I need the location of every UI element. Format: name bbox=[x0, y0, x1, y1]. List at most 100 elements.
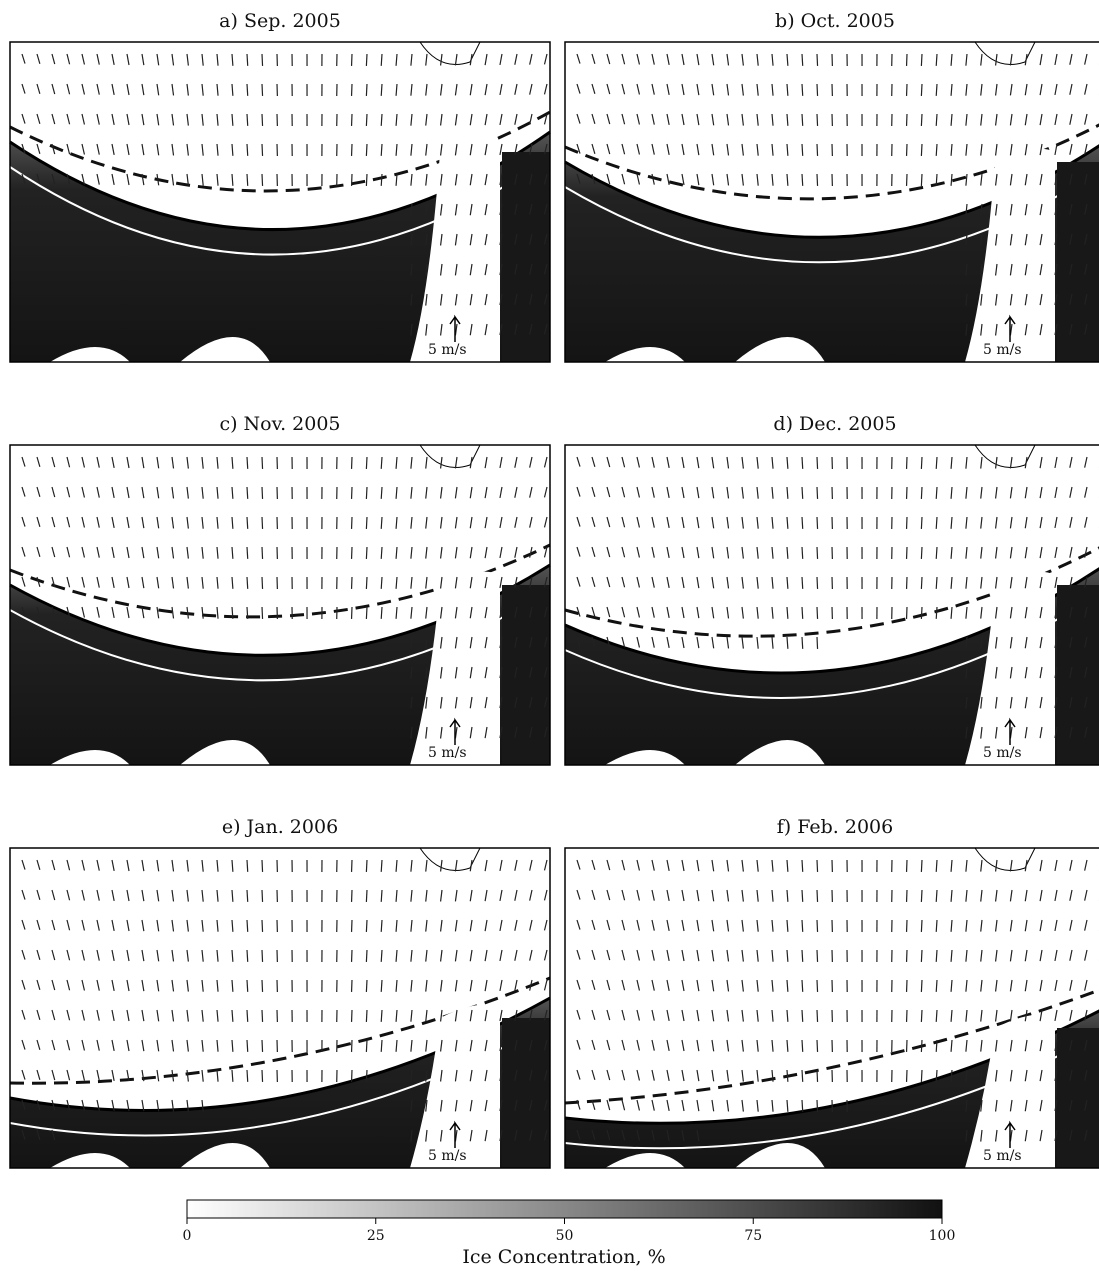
wind-arrow bbox=[366, 517, 367, 529]
wind-arrow bbox=[381, 920, 382, 932]
wind-arrow bbox=[817, 174, 818, 186]
wind-arrow bbox=[262, 1040, 263, 1052]
wind-arrow bbox=[802, 54, 803, 66]
wind-arrow bbox=[817, 860, 818, 872]
colorbar-label: Ice Concentration, % bbox=[462, 1246, 665, 1268]
wind-arrow bbox=[936, 980, 937, 992]
wind-arrow bbox=[936, 577, 937, 589]
wind-arrow bbox=[247, 890, 248, 902]
wind-arrow bbox=[247, 950, 248, 962]
wind-arrow bbox=[381, 144, 382, 156]
wind-arrow bbox=[936, 174, 937, 186]
wind-arrow bbox=[262, 487, 263, 499]
wind-arrow bbox=[262, 607, 263, 619]
wind-arrow bbox=[921, 607, 922, 619]
wind-arrow bbox=[381, 517, 382, 529]
wind-arrow bbox=[936, 114, 937, 126]
scale-label: 5 m/s bbox=[428, 1148, 467, 1164]
wind-arrow bbox=[262, 174, 263, 186]
panel-title: d) Dec. 2005 bbox=[773, 413, 896, 435]
wind-arrow bbox=[366, 84, 367, 96]
scale-label: 5 m/s bbox=[983, 1148, 1022, 1164]
wind-arrow bbox=[802, 637, 803, 649]
map-panel: 5 m/s bbox=[565, 445, 1099, 765]
wind-arrow bbox=[817, 950, 818, 962]
map-panel: 5 m/s bbox=[10, 445, 550, 765]
wind-arrow bbox=[921, 890, 922, 902]
wind-arrow bbox=[936, 1010, 937, 1022]
wind-arrow bbox=[817, 920, 818, 932]
wind-arrow bbox=[366, 487, 367, 499]
wind-arrow bbox=[921, 54, 922, 66]
wind-arrow bbox=[262, 144, 263, 156]
wind-arrow bbox=[366, 950, 367, 962]
wind-arrow bbox=[936, 890, 937, 902]
wind-arrow bbox=[366, 1040, 367, 1052]
wind-arrow bbox=[366, 114, 367, 126]
map-panel: 5 m/s bbox=[565, 42, 1099, 362]
panel-title: e) Jan. 2006 bbox=[222, 816, 338, 838]
wind-arrow bbox=[366, 607, 367, 619]
wind-arrow bbox=[921, 577, 922, 589]
wind-arrow bbox=[936, 607, 937, 619]
wind-arrow bbox=[381, 607, 382, 619]
wind-arrow bbox=[921, 84, 922, 96]
wind-arrow bbox=[262, 890, 263, 902]
colorbar bbox=[187, 1200, 942, 1218]
wind-arrow bbox=[921, 1010, 922, 1022]
colorbar-tick-label: 0 bbox=[183, 1228, 192, 1244]
right-sea bbox=[502, 152, 550, 362]
wind-arrow bbox=[366, 457, 367, 469]
scale-label: 5 m/s bbox=[983, 342, 1022, 358]
wind-arrow bbox=[366, 980, 367, 992]
scale-label: 5 m/s bbox=[428, 342, 467, 358]
wind-arrow bbox=[247, 1070, 248, 1082]
wind-arrow bbox=[247, 1040, 248, 1052]
wind-arrow bbox=[936, 54, 937, 66]
wind-arrow bbox=[936, 487, 937, 499]
wind-arrow bbox=[247, 980, 248, 992]
wind-arrow bbox=[802, 114, 803, 126]
wind-arrow bbox=[802, 144, 803, 156]
wind-arrow bbox=[247, 577, 248, 589]
right-sea bbox=[502, 585, 550, 765]
map-panel: 5 m/s bbox=[10, 848, 550, 1168]
wind-arrow bbox=[802, 860, 803, 872]
wind-arrow bbox=[936, 1070, 937, 1082]
panel-title: f) Feb. 2006 bbox=[777, 816, 893, 838]
wind-arrow bbox=[802, 547, 803, 559]
wind-arrow bbox=[936, 1040, 937, 1052]
wind-arrow bbox=[936, 84, 937, 96]
colorbar-tick-label: 25 bbox=[367, 1228, 385, 1244]
wind-arrow bbox=[262, 114, 263, 126]
wind-arrow bbox=[381, 84, 382, 96]
wind-arrow bbox=[262, 1070, 263, 1082]
wind-arrow bbox=[802, 1040, 803, 1052]
wind-arrow bbox=[381, 547, 382, 559]
wind-arrow bbox=[921, 980, 922, 992]
wind-arrow bbox=[247, 144, 248, 156]
wind-arrow bbox=[366, 174, 367, 186]
wind-arrow bbox=[817, 84, 818, 96]
wind-arrow bbox=[921, 547, 922, 559]
wind-arrow bbox=[921, 920, 922, 932]
wind-arrow bbox=[247, 517, 248, 529]
wind-arrow bbox=[366, 54, 367, 66]
wind-arrow bbox=[802, 980, 803, 992]
wind-arrow bbox=[381, 577, 382, 589]
wind-arrow bbox=[802, 607, 803, 619]
right-sea bbox=[1057, 1028, 1099, 1168]
wind-arrow bbox=[921, 114, 922, 126]
wind-arrow bbox=[262, 517, 263, 529]
wind-arrow bbox=[381, 114, 382, 126]
wind-arrow bbox=[817, 890, 818, 902]
colorbar-tick-label: 50 bbox=[556, 1228, 574, 1244]
wind-arrow bbox=[802, 1100, 803, 1112]
wind-arrow bbox=[366, 890, 367, 902]
wind-arrow bbox=[381, 950, 382, 962]
wind-arrow bbox=[381, 1010, 382, 1022]
wind-arrow bbox=[262, 860, 263, 872]
map-panel: 5 m/s bbox=[10, 42, 550, 362]
wind-arrow bbox=[802, 84, 803, 96]
wind-arrow bbox=[936, 144, 937, 156]
